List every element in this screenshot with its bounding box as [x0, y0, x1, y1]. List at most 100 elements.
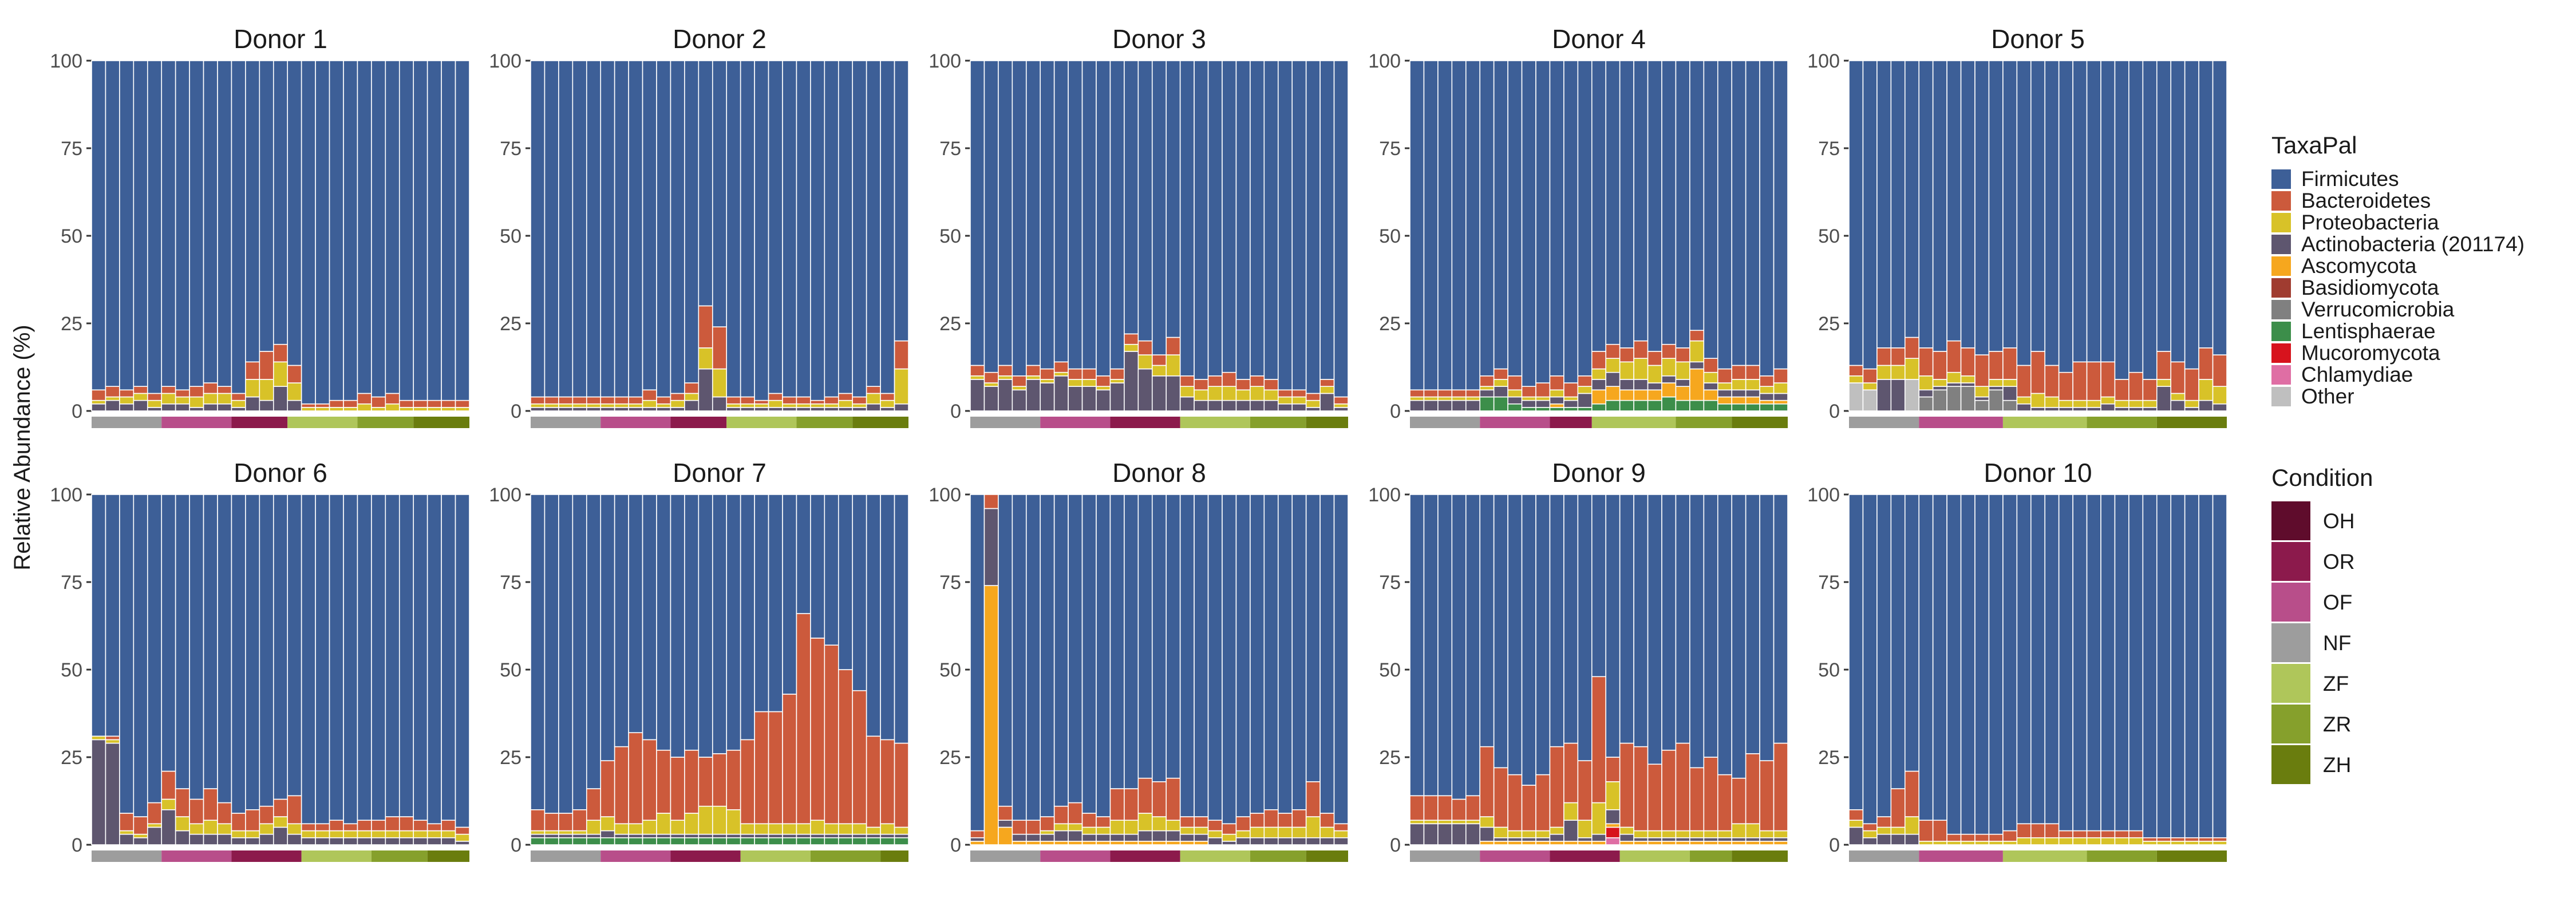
bar-segment	[1081, 368, 1097, 380]
bar-segment	[357, 60, 372, 394]
bar-segment	[231, 407, 246, 412]
bar-segment	[398, 407, 414, 412]
taxa-legend-item: Firmicutes	[2271, 167, 2399, 191]
y-tick-label: 0	[1829, 401, 1840, 422]
bar-segment	[1222, 60, 1237, 373]
bar-segment	[1165, 830, 1181, 842]
bar-segment	[866, 826, 881, 835]
bar-segment	[2030, 351, 2046, 394]
bar-segment	[614, 833, 629, 838]
bar-segment	[712, 326, 728, 370]
bar-segment	[2002, 347, 2018, 380]
bar-segment	[558, 833, 574, 838]
bar-stack	[628, 60, 643, 412]
bar-stack	[1619, 494, 1634, 845]
bar-stack	[315, 494, 330, 845]
bar-segment	[1647, 763, 1662, 832]
bar-segment	[572, 833, 587, 838]
bar-segment	[837, 494, 854, 670]
bar-segment	[1591, 379, 1607, 391]
bar-segment	[1333, 494, 1349, 825]
bar-segment	[642, 739, 657, 821]
bar-stack	[2170, 60, 2186, 412]
bar-segment	[1409, 795, 1425, 821]
bar-segment	[1731, 396, 1747, 405]
bar-segment	[175, 60, 190, 391]
bar-segment	[530, 830, 546, 835]
bar-segment	[1151, 60, 1167, 355]
bar-segment	[1263, 837, 1279, 845]
condition-strip-segment	[1180, 417, 1250, 428]
bar-segment	[2212, 837, 2227, 842]
bar-segment	[455, 60, 470, 401]
bar-stack	[1689, 60, 1705, 412]
bar-segment	[1451, 60, 1467, 391]
bar-segment	[1974, 399, 1990, 412]
bar-segment	[628, 396, 643, 405]
condition-strip-segment	[1040, 850, 1111, 862]
bar-segment	[217, 494, 232, 804]
bar-stack	[1124, 60, 1139, 412]
bar-stack	[1619, 60, 1634, 412]
bar-stack	[754, 60, 769, 412]
bar-segment	[810, 820, 825, 835]
panel-title: Donor 1	[234, 24, 327, 54]
condition-strip-segment	[1849, 850, 1919, 862]
bar-segment	[385, 60, 400, 394]
bar-stack	[1946, 60, 1962, 412]
bar-segment	[1012, 833, 1027, 842]
bar-segment	[1848, 809, 1864, 821]
bar-segment	[1507, 396, 1523, 405]
bar-segment	[2128, 830, 2144, 838]
bar-segment	[1862, 837, 1878, 845]
bar-segment	[2086, 837, 2101, 845]
bar-segment	[1235, 60, 1251, 380]
bar-segment	[1703, 371, 1718, 383]
bar-segment	[2114, 837, 2129, 845]
bar-stack	[371, 494, 386, 845]
bar-segment	[2016, 837, 2032, 845]
bar-segment	[301, 823, 316, 832]
bar-segment	[628, 403, 643, 408]
bar-segment	[287, 823, 302, 835]
bar-segment	[1918, 494, 1934, 821]
bar-segment	[544, 403, 559, 408]
bar-segment	[105, 60, 120, 387]
bar-segment	[1535, 494, 1551, 776]
bar-segment	[768, 833, 783, 838]
bar-segment	[1124, 820, 1139, 835]
bar-segment	[1137, 60, 1153, 342]
bar-segment	[970, 830, 985, 838]
bar-segment	[1277, 389, 1293, 398]
condition-strip-segment	[796, 417, 853, 428]
bar-stack	[1040, 60, 1055, 412]
bar-stack	[656, 494, 671, 845]
bar-stack	[413, 60, 428, 412]
bar-segment	[894, 60, 909, 342]
y-tick-label: 75	[61, 572, 82, 594]
bar-segment	[1717, 837, 1733, 842]
bar-stack	[1277, 60, 1293, 412]
bar-segment	[1661, 343, 1677, 359]
bar-stack	[105, 60, 120, 412]
bar-stack	[740, 494, 755, 845]
condition-legend-swatch	[2271, 745, 2310, 784]
bar-segment	[441, 407, 456, 412]
bar-segment	[768, 711, 783, 825]
bar-segment	[1151, 830, 1167, 842]
condition-legend-label: OF	[2323, 591, 2352, 614]
bar-segment	[1081, 833, 1097, 842]
bar-segment	[1040, 841, 1055, 845]
bar-segment	[1876, 347, 1892, 366]
bar-segment	[1235, 379, 1251, 391]
bar-segment	[1904, 816, 1920, 835]
bar-segment	[600, 396, 615, 405]
bar-segment	[1605, 837, 1621, 845]
bar-segment	[1465, 820, 1481, 825]
bar-segment	[1053, 841, 1069, 845]
bar-stack	[684, 494, 700, 845]
bar-segment	[726, 403, 741, 408]
